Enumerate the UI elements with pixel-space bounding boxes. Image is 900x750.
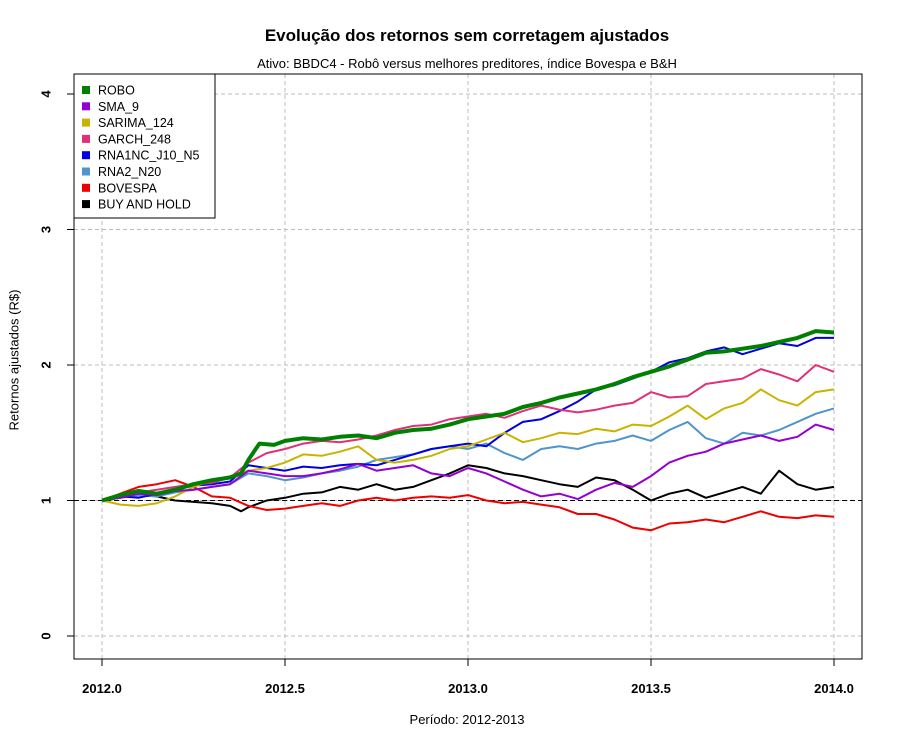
legend-swatch-rna1nc-j10-n5 — [82, 151, 90, 160]
legend: ROBO SMA_9 SARIMA_124 GARCH_248 RNA1NC_J10_N… — [73, 73, 216, 219]
legend-label-sarima-124: SARIMA_124 — [98, 116, 174, 130]
x-tick-label: 2014.0 — [814, 681, 854, 696]
y-tick-label: 2 — [39, 361, 54, 368]
legend-label-sma-9: SMA_9 — [98, 100, 139, 114]
series-line-rna1nc-j10-n5 — [101, 336, 834, 502]
legend-label-rna1nc-j10-n5: RNA1NC_J10_N5 — [98, 149, 199, 163]
y-tick-label: 0 — [39, 632, 54, 639]
series-line-buy-and-hold — [101, 464, 835, 513]
x-tick-label: 2012.0 — [82, 681, 122, 696]
legend-box — [73, 73, 216, 219]
legend-swatch-sma-9 — [82, 102, 90, 111]
legend-label-rna2-n20: RNA2_N20 — [98, 165, 161, 179]
y-tick-label: 1 — [39, 497, 54, 504]
series-line-robo — [101, 329, 835, 503]
y-axis-label: Retornos ajustados (R$) — [6, 289, 22, 431]
legend-label-bovespa: BOVESPA — [98, 181, 157, 195]
legend-swatch-sarima-124 — [82, 118, 90, 127]
x-axis-label: Período: 2012-2013 — [409, 712, 525, 727]
y-tick-label: 4 — [39, 90, 54, 98]
series-line-bovespa — [101, 479, 835, 532]
series-line-sma-9 — [101, 423, 835, 502]
legend-label-robo: ROBO — [98, 84, 135, 98]
legend-swatch-buy-and-hold — [82, 200, 90, 209]
y-tick-label: 3 — [39, 226, 54, 233]
legend-swatch-garch-248 — [82, 134, 90, 143]
legend-swatch-robo — [82, 86, 90, 94]
x-tick-label: 2013.5 — [631, 681, 671, 696]
chart-subtitle: Ativo: BBDC4 - Robô versus melhores pred… — [257, 56, 677, 71]
series-layer — [101, 329, 835, 532]
chart-title: Evolução dos retornos sem corretagem aju… — [264, 26, 670, 45]
legend-swatch-bovespa — [82, 183, 90, 192]
legend-label-buy-and-hold: BUY AND HOLD — [98, 198, 191, 212]
x-tick-label: 2012.5 — [265, 681, 305, 696]
legend-swatch-rna2-n20 — [82, 167, 90, 176]
legend-label-garch-248: GARCH_248 — [98, 132, 171, 146]
axes: 2012.0 2012.5 2013.0 2013.5 2014.0 0 1 2 3 4 — [39, 90, 854, 696]
x-tick-label: 2013.0 — [448, 681, 488, 696]
